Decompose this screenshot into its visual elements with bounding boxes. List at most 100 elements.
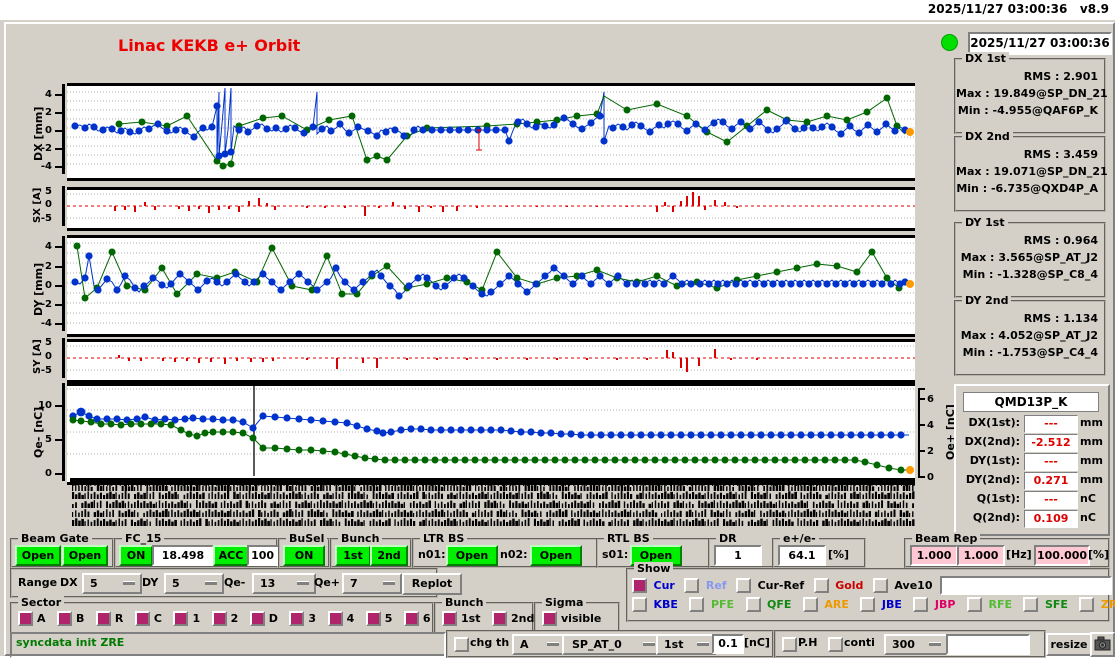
- max-value: 19.071@SP_DN_21: [993, 165, 1108, 178]
- qep-axis-cap-bot: [918, 476, 925, 478]
- stats-dy-1st-legend: DY 1st: [962, 216, 1008, 229]
- readout-unit: nC: [1080, 492, 1096, 505]
- dx-tick-0: 0: [45, 125, 52, 136]
- fc15-acc-button[interactable]: ACC: [213, 545, 249, 566]
- busel-on-button[interactable]: ON: [283, 545, 325, 566]
- qep-tick-4: 4: [927, 420, 934, 431]
- beam-gate-button-1[interactable]: Open: [15, 545, 61, 566]
- show-jbe-checkbox[interactable]: [860, 597, 876, 612]
- sector-checkbox-1[interactable]: [173, 611, 189, 626]
- show-kbe-checkbox[interactable]: [632, 597, 647, 612]
- epem-field[interactable]: 64.1: [778, 545, 826, 566]
- ltr-n01-button[interactable]: Open: [446, 545, 498, 566]
- ref-name-field[interactable]: [939, 576, 1112, 595]
- fc15-voltage-field[interactable]: 18.498 kV: [152, 545, 214, 579]
- show-zre-checkbox[interactable]: [1079, 597, 1095, 612]
- chg-th-checkbox[interactable]: [454, 637, 469, 652]
- dy-axis-spine: [62, 236, 65, 331]
- stats-dx-1st-rms: RMS : 2.901: [956, 68, 1104, 85]
- dr-pulse-field[interactable]: 1: [714, 545, 762, 566]
- range-dx-label: DX: [60, 576, 78, 589]
- dx-tick-m4: -4: [40, 161, 52, 172]
- chg-th-sector-select[interactable]: A: [512, 634, 566, 655]
- show-rfe-checkbox[interactable]: [966, 597, 982, 612]
- sector-checkbox-3[interactable]: [289, 611, 305, 626]
- chg-th-point-select[interactable]: SP_AT_0: [562, 634, 662, 655]
- beam-rep-pct-label: [%]: [1088, 548, 1110, 561]
- camera-icon[interactable]: [1090, 632, 1115, 657]
- sx-plot-area[interactable]: [67, 187, 915, 231]
- dy-tick-m2: -2: [40, 299, 52, 310]
- min-value: -6.735@QXD4P_A: [990, 182, 1098, 195]
- sector-checkbox-6[interactable]: [403, 611, 419, 626]
- show-are-checkbox[interactable]: [802, 597, 818, 612]
- show-qfe-checkbox[interactable]: [745, 597, 761, 612]
- show-ave10-checkbox[interactable]: [872, 578, 888, 593]
- show-kbe-label: KBE: [653, 597, 678, 611]
- sector-checkbox-d[interactable]: [249, 611, 265, 626]
- conti-free-field[interactable]: [946, 634, 1030, 655]
- chg-th-point-value: SP_AT_0: [572, 638, 622, 651]
- show-cur-ref-checkbox[interactable]: [736, 578, 752, 593]
- readout-label: Q(2nd):: [972, 511, 1020, 524]
- resize-button[interactable]: resize: [1046, 633, 1092, 656]
- ltr-n02-button[interactable]: Open: [530, 545, 582, 566]
- conti-checkbox[interactable]: [828, 637, 843, 652]
- sector-checkbox-b[interactable]: [57, 611, 73, 626]
- sector-checkbox-a[interactable]: [18, 611, 33, 626]
- busel-legend: BuSel: [286, 532, 328, 545]
- show-pfe-checkbox[interactable]: [689, 597, 705, 612]
- replot-button[interactable]: Replot: [402, 573, 462, 595]
- beam-gate-button-2[interactable]: Open: [62, 545, 108, 566]
- beam-gate-group: Beam Gate Open Open: [10, 532, 114, 568]
- stats-dy-1st-rms: RMS : 0.964: [956, 232, 1104, 249]
- qep-tick-2: 2: [927, 446, 934, 457]
- range-qem-select[interactable]: 13: [252, 573, 316, 594]
- chg-th-threshold-field[interactable]: 0.1: [712, 634, 744, 654]
- sy-plot-area[interactable]: [67, 339, 915, 383]
- dx-tick-mark-4: [55, 94, 63, 96]
- range-qem-value: 13: [260, 577, 276, 590]
- conti-value-select[interactable]: 300: [884, 634, 948, 655]
- sector-label-2: 2: [230, 611, 239, 625]
- bunch-2nd-button[interactable]: 2nd: [370, 545, 408, 566]
- sy-tick-0: 0: [45, 351, 52, 362]
- sector-checkbox-4[interactable]: [327, 611, 343, 626]
- sector-checkbox-r[interactable]: [95, 611, 111, 626]
- stats-dx-2nd-max: Max : 19.071@SP_DN_21: [956, 163, 1108, 180]
- beam-rep-field-1[interactable]: 1.000: [910, 545, 958, 566]
- rtl-s01-label: s01:: [602, 548, 629, 561]
- dr-pulse-group: DR pulse 1: [708, 532, 774, 568]
- sector-checkbox-c[interactable]: [134, 611, 150, 626]
- bunch-1st-button[interactable]: 1st: [335, 545, 371, 566]
- show-gold-checkbox[interactable]: [813, 578, 829, 593]
- ph-checkbox[interactable]: [782, 637, 797, 652]
- show-sfe-checkbox[interactable]: [1023, 597, 1039, 612]
- beam-rep-field-2[interactable]: 1.000: [957, 545, 1005, 566]
- sector-checkbox-2[interactable]: [211, 611, 227, 626]
- stats-dy-2nd: DY 2nd RMS : 1.134 Max : 4.052@SP_AT_J2 …: [954, 294, 1106, 376]
- min-label: Min :: [956, 182, 988, 195]
- dy-tick-0: 0: [45, 280, 52, 291]
- show-jbp-checkbox[interactable]: [913, 597, 929, 612]
- dy-plot-area[interactable]: [67, 235, 915, 337]
- min-label: Min :: [962, 346, 994, 359]
- show-ref-checkbox[interactable]: [684, 578, 700, 593]
- show-cur-checkbox[interactable]: [632, 578, 647, 593]
- page-title: Linac KEKB e+ Orbit: [118, 36, 301, 55]
- qep-axis-cap-top: [918, 388, 925, 390]
- beam-rep-field-3[interactable]: 100.000: [1034, 545, 1090, 566]
- bunch2-checkbox-1st[interactable]: [442, 611, 457, 626]
- range-qep-select[interactable]: 7: [342, 573, 402, 594]
- range-dy-select[interactable]: 5: [164, 573, 224, 594]
- range-dx-select[interactable]: 5: [82, 573, 142, 594]
- sector-checkbox-5[interactable]: [365, 611, 381, 626]
- camera-glyph: [1094, 636, 1111, 651]
- qe-plot-area[interactable]: [67, 383, 915, 485]
- bunch2-checkbox-2nd[interactable]: [491, 611, 507, 626]
- fc15-on-button[interactable]: ON: [119, 545, 153, 566]
- chg-th-bunch-select[interactable]: 1st: [656, 634, 716, 655]
- dy-plot-svg: [67, 242, 915, 324]
- dx-plot-area[interactable]: [67, 83, 915, 181]
- sigma-checkbox-visible[interactable]: [542, 611, 557, 626]
